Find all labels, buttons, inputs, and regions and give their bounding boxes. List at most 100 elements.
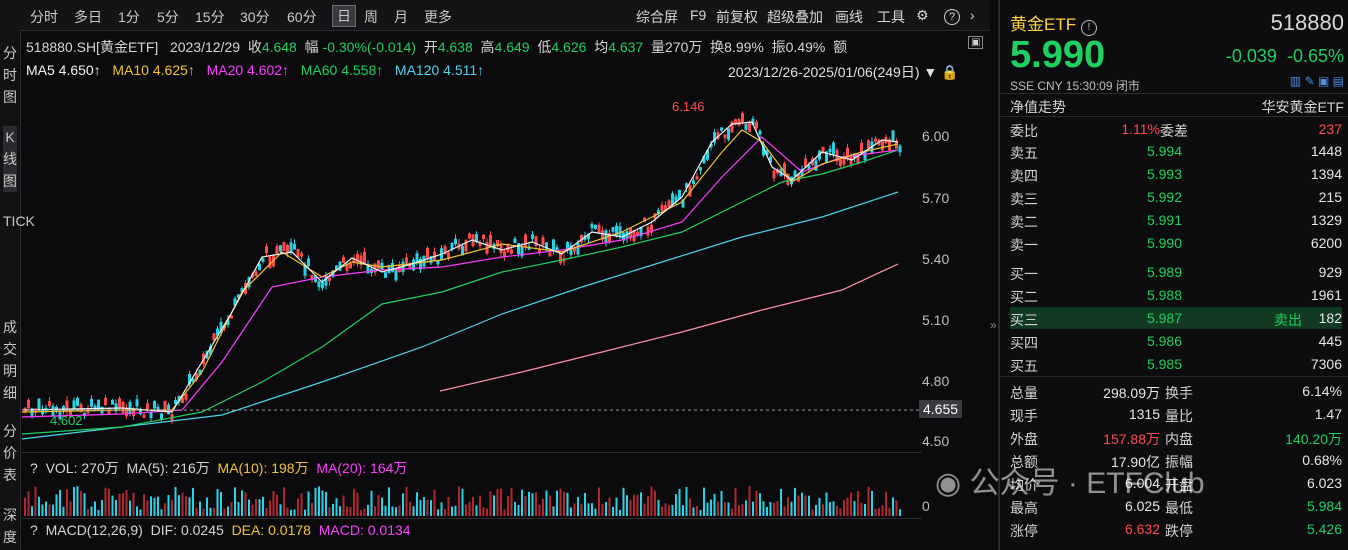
candle-body [174,399,177,405]
tool-tools[interactable]: 工具 [877,9,905,25]
tab-kline-chart[interactable]: K线图 [3,126,17,192]
ask-row[interactable]: 卖五 5.994 1448 [1010,140,1342,162]
stat-label: 总额 [1010,454,1038,470]
ask-row[interactable]: 卖三 5.992 215 [1010,186,1342,208]
tab-price-table[interactable]: 分价表 [3,423,17,483]
kline-chart[interactable]: 6.146 4.602 [22,82,922,460]
candle-body [254,271,258,277]
candle-body [755,121,758,129]
tool-forward-adjust[interactable]: 前复权 [716,9,758,25]
lock-icon[interactable]: 🔒 [941,64,959,80]
tool-draw-line[interactable]: 画线 [835,9,863,25]
window-icon[interactable]: ▣ [968,36,984,49]
candle-body [450,242,454,250]
tab-more[interactable]: 更多 [424,9,452,25]
info-icon[interactable]: ! [1080,20,1097,36]
candle-body [863,151,867,160]
volume-bar [374,506,376,516]
tab-tick[interactable]: TICK [3,213,35,229]
tab-60min[interactable]: 60分 [287,9,317,25]
bid-row[interactable]: 买一 5.989 929 [1010,261,1342,283]
tab-multiday[interactable]: 多日 [74,9,102,25]
bid-row[interactable]: 买五 5.985 7306 [1010,353,1342,375]
ask-row[interactable]: 卖四 5.993 1394 [1010,163,1342,185]
volume-bar [752,501,754,516]
panel-icons[interactable]: ▥ ✎ ▣ ▤ [1289,74,1344,88]
volume-bar [458,486,460,516]
help-icon[interactable]: ? [944,7,960,25]
expand-panel-icon[interactable]: » [990,318,997,332]
volume-bar [787,497,789,516]
volume-bar [391,506,394,516]
tab-depth[interactable]: 深度 [3,507,17,545]
volume-bar [311,502,313,516]
tab-monthly[interactable]: 月 [394,9,408,25]
bid-row[interactable]: 买三 5.987 182 卖出 [1010,307,1342,329]
volume-bar [489,491,492,516]
volume-bar [727,502,730,516]
quote-code: 518880 [1270,10,1344,35]
candle-body [482,234,485,240]
candle-body [597,224,601,233]
question-icon[interactable]: ? [30,522,38,538]
candle-body [37,398,41,411]
vol-value: VOL: 270万 [45,460,119,476]
volume-bar [734,488,737,516]
tab-30min[interactable]: 30分 [240,9,270,25]
volume-bar [48,504,51,516]
chevron-right-icon[interactable]: › [970,7,975,23]
nav-trend-link[interactable]: 净值走势 [1010,99,1066,115]
gear-icon[interactable]: ⚙ [916,7,929,23]
volume-bar [514,501,516,516]
tab-daily[interactable]: 日 [332,5,356,27]
volume-bar [748,486,751,516]
volume-bar [566,492,569,516]
volume-chart[interactable] [22,480,922,516]
candle-body [713,132,716,143]
stat-value: 157.88万 [1103,431,1160,447]
tab-trade-detail[interactable]: 成交明细 [3,319,17,401]
candle-body [618,226,622,237]
volume-bar [24,497,26,516]
volume-bar [591,503,593,516]
date-range[interactable]: 2023/12/26-2025/01/06(249日) ▼ 🔒 [728,62,959,82]
ask-row[interactable]: 卖二 5.991 1329 [1010,209,1342,231]
volume-bar [629,500,632,516]
wechat-logo-icon: ◉ [935,467,962,500]
macd-value: MACD: 0.0134 [318,522,411,538]
bid-row[interactable]: 买二 5.988 1961 [1010,284,1342,306]
volume-bar [146,500,149,516]
ask-row[interactable]: 卖一 5.990 6200 [1010,232,1342,254]
bid-row[interactable]: 买四 5.986 445 [1010,330,1342,352]
volume-bar [409,501,411,516]
tab-15min[interactable]: 15分 [195,9,225,25]
candle-body [671,193,674,206]
volume-bar [363,508,366,516]
candle-body [307,258,310,267]
stat-row: 总量 298.09万 换手 6.14% [1010,380,1342,402]
volume-bar [370,490,373,516]
volume-bar [482,507,485,516]
level-price: 5.993 [1146,166,1182,182]
tool-composite-screen[interactable]: 综合屏 [636,9,678,25]
volume-bar [314,487,317,516]
level-volume: 7306 [1310,356,1342,372]
tab-weekly[interactable]: 周 [364,9,378,25]
volume-bar [59,489,61,516]
candle-body [429,256,433,264]
volume-bar [563,491,565,516]
question-icon[interactable]: ? [30,460,38,476]
dropdown-arrow-icon[interactable]: ▼ [923,64,938,80]
tool-super-overlay[interactable]: 超级叠加 [767,9,823,25]
volume-bar [80,490,82,516]
tab-5min[interactable]: 5分 [157,9,179,25]
macd-divider [22,518,922,519]
volume-bar [258,499,261,516]
tab-timeshare-chart[interactable]: 分时图 [3,45,17,105]
ma60-line [22,149,899,435]
tab-fenshi[interactable]: 分时 [30,9,58,25]
volume-bar [444,508,446,516]
tab-1min[interactable]: 1分 [118,9,140,25]
price-change: -0.039 -0.65% [1226,46,1344,67]
tool-f9[interactable]: F9 [690,7,707,23]
